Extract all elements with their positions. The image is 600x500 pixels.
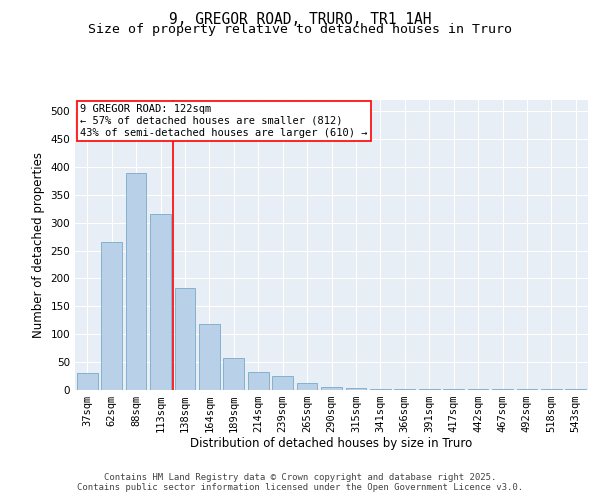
Bar [565,389,586,390]
Text: 9 GREGOR ROAD: 122sqm
← 57% of detached houses are smaller (812)
43% of semi-det: 9 GREGOR ROAD: 122sqm ← 57% of detached … [80,104,368,138]
X-axis label: Distribution of detached houses by size in Truro: Distribution of detached houses by size … [190,436,473,450]
Bar [370,389,391,390]
Y-axis label: Number of detached properties: Number of detached properties [32,152,45,338]
Bar [321,387,342,390]
Text: Size of property relative to detached houses in Truro: Size of property relative to detached ho… [88,22,512,36]
Bar [125,172,146,390]
Bar [223,358,244,390]
Bar [199,324,220,390]
Bar [150,214,171,390]
Text: 9, GREGOR ROAD, TRURO, TR1 1AH: 9, GREGOR ROAD, TRURO, TR1 1AH [169,12,431,28]
Text: Contains HM Land Registry data © Crown copyright and database right 2025.
Contai: Contains HM Land Registry data © Crown c… [77,473,523,492]
Bar [175,288,196,390]
Bar [101,242,122,390]
Bar [272,376,293,390]
Bar [296,383,317,390]
Bar [248,372,269,390]
Bar [346,388,367,390]
Bar [77,374,98,390]
